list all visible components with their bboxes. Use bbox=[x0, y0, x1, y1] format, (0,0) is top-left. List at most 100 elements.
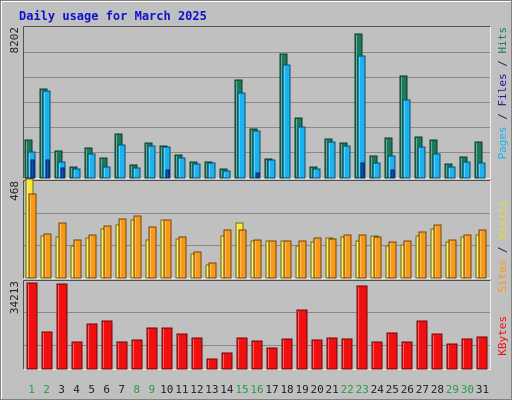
bar-kbytes-day-31 bbox=[476, 336, 488, 370]
bar-files-day-8 bbox=[132, 167, 141, 179]
x-tick-label-day-21: 21 bbox=[326, 383, 339, 396]
right-label-segment: Pages bbox=[496, 126, 509, 159]
bar-kbytes-day-5 bbox=[86, 323, 98, 370]
bar-kbytes-day-17 bbox=[266, 347, 278, 370]
y-max-label-visits-sites: 468 bbox=[8, 181, 21, 201]
x-tick-label-day-12: 12 bbox=[190, 383, 203, 396]
bar-kbytes-day-30 bbox=[461, 338, 473, 370]
x-tick-label-day-2: 2 bbox=[43, 383, 50, 396]
bar-files-day-24 bbox=[372, 162, 381, 179]
right-label-segment: Visits bbox=[496, 200, 509, 240]
bar-sites-day-26 bbox=[403, 240, 412, 279]
bar-sites-day-4 bbox=[73, 239, 82, 279]
bar-kbytes-day-13 bbox=[206, 358, 218, 370]
right-label-top: Pages / Files / Hits bbox=[496, 27, 509, 160]
bar-kbytes-day-24 bbox=[371, 341, 383, 370]
bar-kbytes-day-25 bbox=[386, 332, 398, 370]
bar-sites-day-5 bbox=[88, 234, 97, 279]
x-tick-label-day-25: 25 bbox=[386, 383, 399, 396]
x-tick-label-day-24: 24 bbox=[371, 383, 385, 396]
bar-kbytes-day-20 bbox=[311, 339, 323, 370]
x-tick-label-day-18: 18 bbox=[280, 383, 293, 396]
bar-files-day-13 bbox=[207, 162, 216, 179]
bar-kbytes-day-10 bbox=[161, 327, 173, 370]
bar-files-day-29 bbox=[447, 166, 456, 179]
bar-files-day-28 bbox=[432, 153, 441, 179]
bar-files-day-19 bbox=[297, 126, 306, 179]
bar-files-day-30 bbox=[462, 161, 471, 179]
bar-pages-day-1 bbox=[30, 159, 35, 179]
bar-sites-day-6 bbox=[103, 225, 112, 279]
bar-sites-day-16 bbox=[253, 239, 262, 279]
bar-kbytes-day-29 bbox=[446, 343, 458, 370]
bar-files-day-9 bbox=[147, 145, 156, 179]
bar-sites-day-8 bbox=[133, 215, 142, 279]
bar-kbytes-day-22 bbox=[341, 338, 353, 370]
x-tick-label-day-5: 5 bbox=[88, 383, 95, 396]
right-label-segment: Hits bbox=[496, 27, 509, 54]
right-label-segment: KBytes bbox=[496, 316, 509, 356]
bar-kbytes-day-28 bbox=[431, 333, 443, 370]
x-tick-label-day-11: 11 bbox=[175, 383, 188, 396]
bar-kbytes-day-27 bbox=[416, 320, 428, 370]
x-tick-label-day-3: 3 bbox=[58, 383, 65, 396]
y-max-label-kbytes: 34213 bbox=[8, 281, 21, 314]
series-sites bbox=[28, 193, 487, 279]
right-label-segment: Sites bbox=[496, 260, 509, 293]
bar-kbytes-day-21 bbox=[326, 337, 338, 370]
series-kbytes bbox=[26, 282, 488, 370]
bar-kbytes-day-9 bbox=[146, 327, 158, 370]
bar-files-day-20 bbox=[312, 168, 321, 179]
bar-files-day-27 bbox=[417, 146, 426, 179]
bar-files-day-21 bbox=[327, 141, 336, 179]
bar-kbytes-day-3 bbox=[56, 283, 68, 370]
bar-sites-day-25 bbox=[388, 241, 397, 279]
y-axis-labels: 8202 468 34213 bbox=[8, 27, 21, 314]
bar-pages-day-2 bbox=[45, 159, 50, 179]
x-tick-label-day-1: 1 bbox=[28, 383, 35, 396]
bar-kbytes-day-4 bbox=[71, 341, 83, 370]
x-tick-label-day-17: 17 bbox=[265, 383, 278, 396]
bar-kbytes-day-12 bbox=[191, 337, 203, 370]
right-label-segment: / bbox=[496, 240, 509, 260]
bar-sites-day-29 bbox=[448, 239, 457, 279]
bar-sites-day-2 bbox=[43, 233, 52, 279]
x-tick-label-day-20: 20 bbox=[311, 383, 324, 396]
bar-pages-day-3 bbox=[60, 167, 65, 179]
right-label-segment: / bbox=[496, 107, 509, 127]
right-label-bottom: KBytes bbox=[496, 316, 509, 356]
bar-sites-day-22 bbox=[343, 234, 352, 279]
x-tick-label-day-15: 15 bbox=[235, 383, 248, 396]
x-tick-label-day-16: 16 bbox=[250, 383, 263, 396]
bar-files-day-7 bbox=[117, 144, 126, 179]
x-tick-label-day-23: 23 bbox=[356, 383, 369, 396]
bar-sites-day-31 bbox=[478, 229, 487, 279]
x-tick-label-day-6: 6 bbox=[103, 383, 110, 396]
bar-sites-day-1 bbox=[28, 193, 37, 279]
bar-pages-day-10 bbox=[165, 169, 170, 179]
bar-sites-day-12 bbox=[193, 251, 202, 279]
panel-hits-files-pages bbox=[23, 26, 491, 179]
bar-kbytes-day-18 bbox=[281, 338, 293, 370]
bar-kbytes-day-15 bbox=[236, 337, 248, 370]
x-tick-label-day-30: 30 bbox=[461, 383, 474, 396]
bar-kbytes-day-14 bbox=[221, 352, 233, 370]
bar-files-day-18 bbox=[282, 64, 291, 179]
bar-kbytes-day-8 bbox=[131, 339, 143, 370]
bar-files-day-12 bbox=[192, 163, 201, 179]
bar-sites-day-17 bbox=[268, 240, 277, 279]
bar-sites-day-21 bbox=[328, 238, 337, 279]
bar-sites-day-24 bbox=[373, 236, 382, 279]
bar-files-day-14 bbox=[222, 170, 231, 179]
x-tick-label-day-13: 13 bbox=[205, 383, 218, 396]
x-tick-label-day-14: 14 bbox=[220, 383, 234, 396]
bar-sites-day-13 bbox=[208, 262, 217, 279]
bar-files-day-11 bbox=[177, 157, 186, 179]
x-tick-label-day-29: 29 bbox=[446, 383, 459, 396]
bar-kbytes-day-19 bbox=[296, 309, 308, 370]
x-tick-label-day-26: 26 bbox=[401, 383, 414, 396]
x-axis-labels: 1 2 3 4 5 6 7 8 9 10 11 12 13 14 15 16 17 18 19 20 21 22 23 24 2… bbox=[28, 383, 489, 396]
bar-sites-day-27 bbox=[418, 231, 427, 279]
bar-pages-day-23 bbox=[360, 162, 365, 179]
